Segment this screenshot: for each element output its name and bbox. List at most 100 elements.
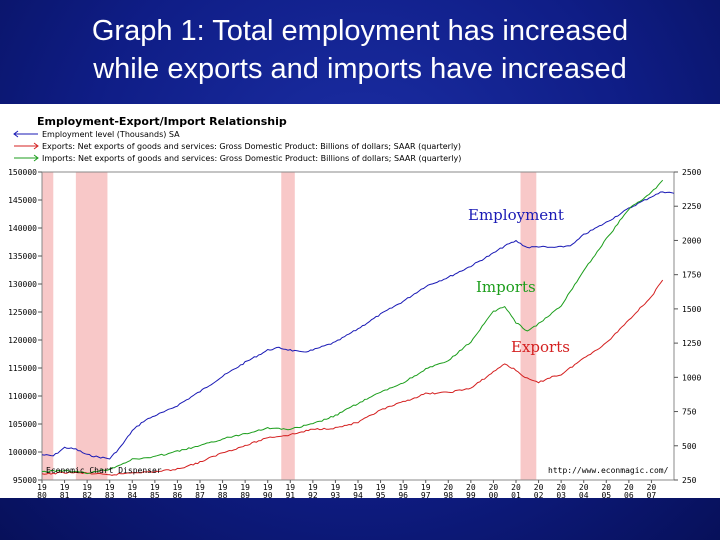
x-tick-label-year: 94 xyxy=(353,491,363,498)
x-tick-label-century: 19 xyxy=(82,483,92,492)
legend: Employment level (Thousands) SA Exports:… xyxy=(13,130,461,163)
x-tick-label-century: 20 xyxy=(489,483,499,492)
right-tick-label: 1000 xyxy=(682,373,701,382)
legend-label-exports: Exports: Net exports of goods and servic… xyxy=(42,142,461,151)
x-tick-label-century: 20 xyxy=(466,483,476,492)
x-tick-label-year: 06 xyxy=(624,491,634,498)
right-tick-label: 500 xyxy=(682,442,697,451)
recession-bands xyxy=(42,172,537,480)
legend-item-employment: Employment level (Thousands) SA xyxy=(13,130,180,139)
x-tick-label-year: 03 xyxy=(556,491,566,498)
legend-label-employment: Employment level (Thousands) SA xyxy=(42,130,180,139)
x-tick-label-century: 19 xyxy=(105,483,115,492)
x-tick-label-century: 19 xyxy=(127,483,137,492)
chart-panel: Employment-Export/Import Relationship Em… xyxy=(0,104,720,498)
x-tick-label-century: 19 xyxy=(421,483,431,492)
x-tick-label-year: 99 xyxy=(466,491,476,498)
left-tick-label: 95000 xyxy=(13,476,37,485)
right-tick-label: 1750 xyxy=(682,271,701,280)
right-tick-label: 750 xyxy=(682,408,697,417)
left-tick-label: 110000 xyxy=(8,392,37,401)
x-tick-label-century: 19 xyxy=(398,483,408,492)
slide-title-line1: Graph 1: Total employment has increased xyxy=(91,15,629,47)
plot-frame xyxy=(41,171,675,481)
annotation-imports: Imports xyxy=(476,278,536,296)
x-tick-label-year: 89 xyxy=(240,491,250,498)
x-tick-label-century: 20 xyxy=(579,483,589,492)
x-tick-label-year: 83 xyxy=(105,491,115,498)
recession-band xyxy=(42,172,54,480)
x-tick-label-year: 93 xyxy=(331,491,341,498)
x-tick-label-year: 04 xyxy=(579,491,589,498)
x-tick-label-year: 00 xyxy=(489,491,499,498)
x-tick-label-century: 19 xyxy=(240,483,250,492)
x-tick-label-century: 19 xyxy=(60,483,70,492)
footer-source-right: http://www.econmagic.com/ xyxy=(548,466,669,475)
x-tick-label-century: 19 xyxy=(150,483,160,492)
x-tick-label-year: 86 xyxy=(173,491,183,498)
right-tick-label: 2500 xyxy=(682,168,701,177)
x-tick-label-year: 88 xyxy=(218,491,228,498)
x-tick-label-year: 98 xyxy=(443,491,453,498)
annotation-employment: Employment xyxy=(468,206,564,224)
annotation-exports: Exports xyxy=(511,338,570,356)
x-tick-label-century: 20 xyxy=(647,483,657,492)
series-line-employment xyxy=(41,191,675,460)
x-tick-label-year: 90 xyxy=(263,491,273,498)
x-tick-label-year: 97 xyxy=(421,491,431,498)
left-tick-label: 105000 xyxy=(8,420,37,429)
x-tick-label-year: 95 xyxy=(376,491,386,498)
series-lines xyxy=(41,179,675,476)
x-tick-label-year: 85 xyxy=(150,491,160,498)
left-tick-label: 100000 xyxy=(8,448,37,457)
x-tick-label-year: 80 xyxy=(37,491,47,498)
right-tick-label: 1250 xyxy=(682,339,701,348)
x-tick-label-century: 20 xyxy=(443,483,453,492)
x-tick-label-century: 19 xyxy=(37,483,47,492)
recession-band xyxy=(75,172,108,480)
x-tick-label-year: 96 xyxy=(398,491,408,498)
legend-arrow-right-icon xyxy=(33,154,39,162)
x-tick-label-year: 81 xyxy=(60,491,70,498)
chart-svg: Employment-Export/Import Relationship Em… xyxy=(8,115,701,498)
series-line-exports xyxy=(41,279,664,476)
legend-label-imports: Imports: Net exports of goods and servic… xyxy=(42,154,461,163)
legend-arrow-left-icon xyxy=(13,130,19,138)
right-tick-label: 2000 xyxy=(682,236,701,245)
footer-source-left: Economic Chart Dispenser xyxy=(46,466,162,475)
legend-arrow-right-icon xyxy=(33,142,39,150)
recession-band xyxy=(520,172,537,480)
right-tick-label: 2250 xyxy=(682,202,701,211)
x-tick-label-century: 19 xyxy=(173,483,183,492)
x-tick-label-century: 20 xyxy=(624,483,634,492)
x-tick-label-century: 19 xyxy=(195,483,205,492)
left-tick-label: 140000 xyxy=(8,224,37,233)
x-tick-label-century: 19 xyxy=(376,483,386,492)
slide-title-line2: while exports and imports have increased xyxy=(93,53,627,85)
left-tick-label: 150000 xyxy=(8,168,37,177)
x-tick-label-year: 02 xyxy=(534,491,544,498)
right-tick-label: 1500 xyxy=(682,305,701,314)
series-line-imports xyxy=(41,179,664,475)
left-tick-label: 120000 xyxy=(8,336,37,345)
right-axis: 2500 2250 2000 1750 1500 1250 1000 750 500 250 xyxy=(674,168,701,485)
x-tick-label-century: 19 xyxy=(331,483,341,492)
legend-item-exports: Exports: Net exports of goods and servic… xyxy=(14,142,461,151)
x-tick-label-century: 19 xyxy=(285,483,295,492)
left-tick-label: 115000 xyxy=(8,364,37,373)
x-tick-label-century: 19 xyxy=(263,483,273,492)
x-tick-label-century: 19 xyxy=(353,483,363,492)
left-axis: 150000 145000 140000 135000 130000 125000 1200… xyxy=(8,168,42,485)
x-tick-label-century: 20 xyxy=(556,483,566,492)
chart-title: Employment-Export/Import Relationship xyxy=(37,115,287,128)
x-tick-label-year: 91 xyxy=(285,491,295,498)
x-tick-label-century: 20 xyxy=(534,483,544,492)
left-tick-label: 125000 xyxy=(8,308,37,317)
left-tick-label: 145000 xyxy=(8,196,37,205)
left-tick-label: 130000 xyxy=(8,280,37,289)
legend-item-imports: Imports: Net exports of goods and servic… xyxy=(14,154,461,163)
right-tick-label: 250 xyxy=(682,476,697,485)
x-tick-label-century: 20 xyxy=(601,483,611,492)
recession-band xyxy=(281,172,295,480)
left-tick-label: 135000 xyxy=(8,252,37,261)
